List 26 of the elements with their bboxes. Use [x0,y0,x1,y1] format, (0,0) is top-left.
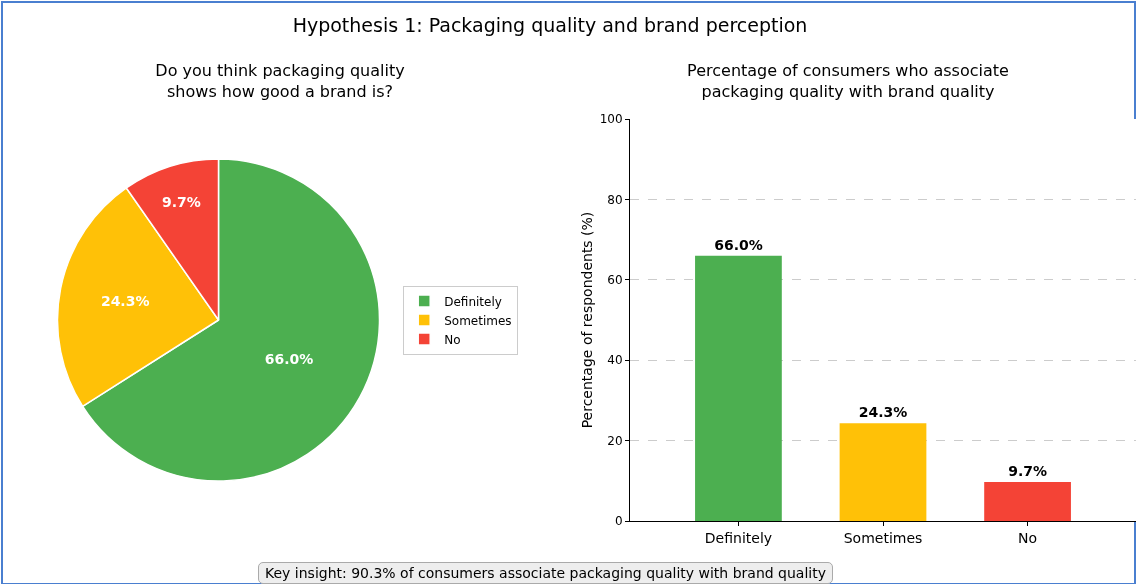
text: Key insight: 90.3% of consumers associate packaging quality with brand quality [258,562,833,584]
bar [984,482,1071,521]
chart-title: Percentage of consumers who associate packaging quality with brand quality [687,61,1009,101]
y-tick-label: 100 [599,112,623,127]
data-label: 9.7% [161,193,201,210]
y-tick-label: 60 [607,273,623,287]
data-label: 66.0% [264,350,314,367]
y-tick-label: 80 [607,192,623,207]
data-label: 24.3% [858,404,908,421]
x-tick-label: Sometimes [843,529,923,546]
y-tick-label: 0 [614,514,623,529]
y-tick-label: 40 [607,353,623,368]
chart-title: Do you think packaging quality shows how good a brand is? [155,61,405,101]
legend-label: Definitely [444,294,502,309]
y-tick-label: 20 [607,433,623,448]
bar [695,255,782,521]
data-label: 9.7% [1008,463,1047,480]
x-tick-label: Definitely [704,529,773,546]
legend-label: No [444,332,461,347]
bar [839,423,927,521]
y-axis-title: Percentage of respondents (%) [579,211,595,429]
text: Hypothesis 1: Packaging quality and brand perception [291,14,809,36]
data-label: 66.0% [714,236,763,253]
x-tick-label: No [1018,529,1038,546]
data-label: 24.3% [100,293,150,310]
legend-label: Sometimes [444,313,512,328]
